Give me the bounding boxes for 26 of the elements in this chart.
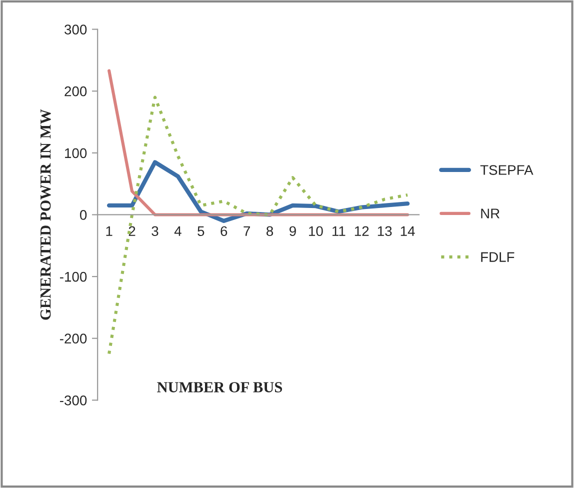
x-tick-label: 8 xyxy=(266,226,274,236)
x-tick-label: 10 xyxy=(309,226,323,236)
y-tick-label: -200 xyxy=(60,334,87,344)
x-tick-label: 11 xyxy=(332,226,346,236)
x-tick-label: 4 xyxy=(174,226,182,236)
x-tick-label: 5 xyxy=(198,226,204,236)
legend-label: TSEPFA xyxy=(480,165,534,175)
y-axis-title: GENERATED POWER IN MW xyxy=(40,109,51,320)
x-tick-label: 6 xyxy=(220,226,228,236)
x-tick-label: 14 xyxy=(400,226,415,236)
x-tick-label: 1 xyxy=(106,226,112,236)
x-tick-label: 7 xyxy=(244,226,250,236)
y-tick-label: -300 xyxy=(60,395,87,406)
legend-label: FDLF xyxy=(481,252,514,262)
y-tick-label: 200 xyxy=(64,86,87,96)
x-tick-label: 2 xyxy=(128,226,136,236)
y-tick-label: 100 xyxy=(65,148,87,158)
y-tick-label: 0 xyxy=(80,210,87,220)
x-tick-label: 13 xyxy=(378,226,392,236)
x-tick-label: 12 xyxy=(354,226,369,236)
x-tick-label: 9 xyxy=(290,226,296,236)
y-tick-label: 300 xyxy=(64,24,87,34)
legend-label: NR xyxy=(481,208,500,218)
x-axis-title: NUMBER OF BUS xyxy=(157,382,282,392)
x-tick-label: 3 xyxy=(152,226,158,236)
y-tick-label: -100 xyxy=(60,272,87,282)
